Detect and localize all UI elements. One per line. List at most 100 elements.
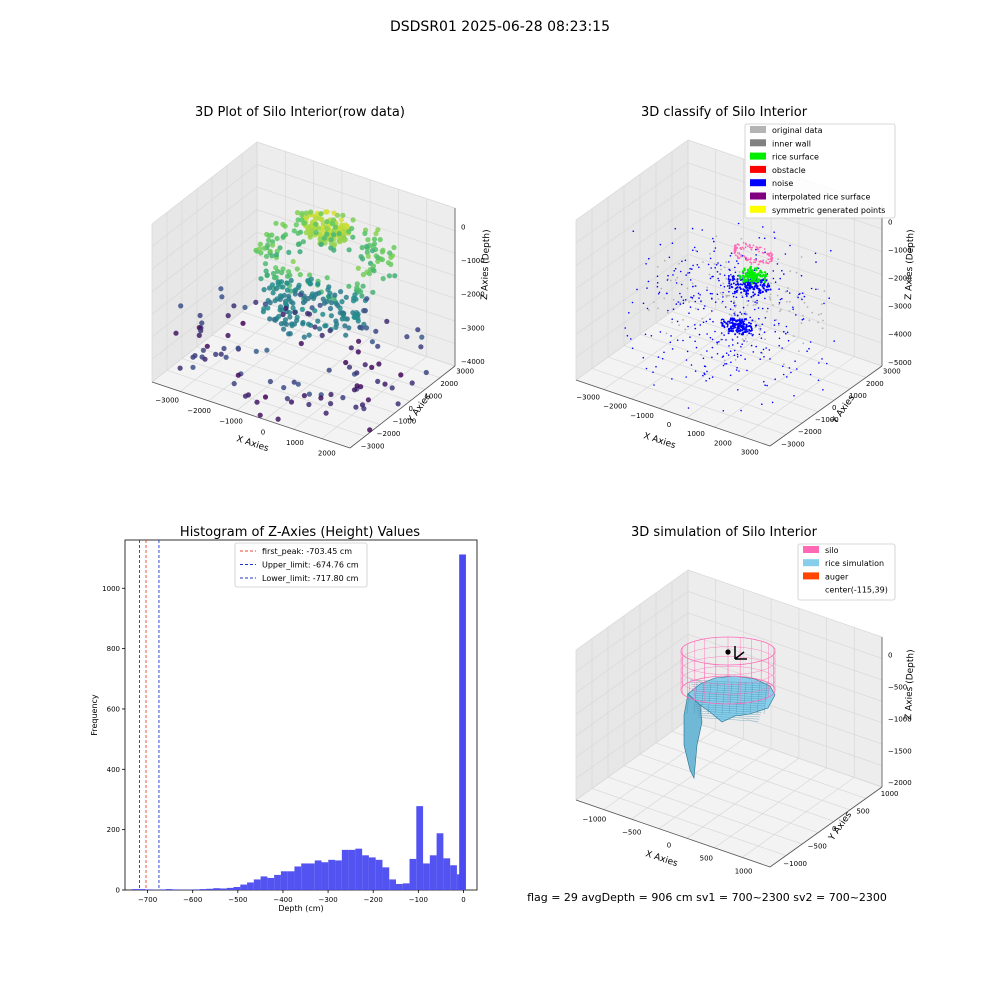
noise-point [736,260,738,262]
raw-point [281,292,287,298]
noise-point [691,296,694,299]
hist-bar [240,884,248,890]
noise-point [712,275,714,278]
noise-point [731,321,734,324]
hist-bar [409,858,417,890]
noise-point [748,287,751,290]
noise-point [673,270,675,272]
x-tick-label: −200 [364,896,383,904]
grid-line [236,328,343,411]
grid-line [196,346,396,414]
interpolated-point [749,261,752,263]
noise-point [742,306,745,309]
raw-point [418,344,424,350]
noise-point [630,338,632,340]
noise-point [740,354,742,357]
raw-point [328,237,334,243]
original-point [803,301,806,304]
original-point [648,309,650,312]
raw-point [231,303,237,309]
noise-point [785,325,788,328]
noise-point [724,363,726,365]
y-tick-label: −1000 [783,860,807,868]
legend-swatch [750,179,766,187]
interpolated-point [744,256,746,259]
z-tick-label: −500 [888,683,907,691]
noise-point [778,337,781,340]
y-tick-label: 600 [107,705,120,713]
noise-point [752,333,754,336]
grid-line [575,612,689,694]
raw-point [290,305,296,311]
noise-point [734,292,736,295]
raw-point [309,291,315,297]
legend-swatch [803,572,819,580]
rice-mesh-line [693,695,767,700]
x-tick-label: −500 [622,829,641,837]
y-tick-label: 1000 [424,393,442,401]
noise-point [782,365,784,368]
noise-point [714,330,716,333]
rice-mesh-line [714,681,719,715]
raw-point [267,316,273,322]
interpolated-point [770,256,773,259]
noise-point [749,285,752,288]
z-tick-label: −1000 [888,715,912,723]
noise-point [687,325,689,328]
hist-bar [206,888,214,890]
noise-point [674,227,677,230]
original-point [679,301,681,304]
raw-title: 3D Plot of Silo Interior(row data) [195,105,405,120]
hist-bar [138,889,146,890]
interpolated-point [753,259,756,261]
legend-label: inner wall [772,139,811,148]
raw-point [357,324,363,330]
raw-z-ticks: −4000 −3000 −2000 −1000 0 [461,223,485,365]
hist-bar [395,883,403,890]
grid-line [151,186,258,270]
raw-point [317,231,323,237]
raw-point [355,349,361,355]
noise-point [695,346,698,349]
noise-point [667,274,669,277]
raw-point [326,367,332,373]
noise-point [707,263,710,266]
original-point [752,300,754,303]
interpolated-point [762,252,765,255]
original-point [725,294,728,297]
hist-title: Histogram of Z-Axies (Height) Values [180,525,420,540]
noise-point [786,376,788,378]
original-point [798,350,800,352]
raw-point [346,228,352,235]
noise-point [717,277,719,280]
noise-point [764,384,766,387]
raw-point [298,340,304,347]
raw-point [272,298,278,304]
raw-point [235,345,241,351]
noise-point [709,257,712,260]
raw-point [275,282,281,288]
legend-swatch [750,126,766,133]
noise-point [743,312,746,315]
noise-point [723,334,725,336]
noise-point [730,285,733,288]
x-tick-label: 2000 [714,439,732,447]
x-tick-label: −3000 [155,396,179,404]
noise-point [802,318,805,320]
original-point [737,288,739,290]
raw-point [278,304,284,310]
interpolated-point [755,246,758,248]
interpolated-point [769,258,772,260]
grid-line [686,337,800,418]
noise-point [628,312,630,314]
hist-bar [301,863,308,890]
z-tick-label: −3000 [888,303,912,311]
hist-x-label: Depth (cm) [278,904,323,913]
noise-point [725,363,728,365]
original-point [820,303,823,305]
grid-line [151,141,258,225]
raw-point [218,351,224,357]
raw-point [355,265,361,271]
original-point [728,294,731,297]
x-tick-label: 0 [461,896,465,904]
